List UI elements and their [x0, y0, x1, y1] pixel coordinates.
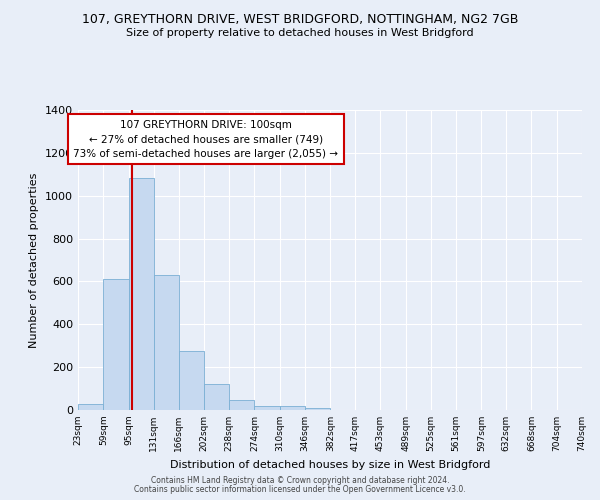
Text: 107 GREYTHORN DRIVE: 100sqm
← 27% of detached houses are smaller (749)
73% of se: 107 GREYTHORN DRIVE: 100sqm ← 27% of det…	[73, 120, 338, 159]
Bar	[280, 406, 305, 410]
Bar	[254, 406, 280, 410]
Text: Contains public sector information licensed under the Open Government Licence v3: Contains public sector information licen…	[134, 485, 466, 494]
Bar	[78, 404, 103, 410]
Bar	[229, 400, 254, 410]
Bar	[204, 384, 229, 410]
Y-axis label: Number of detached properties: Number of detached properties	[29, 172, 40, 348]
Text: Contains HM Land Registry data © Crown copyright and database right 2024.: Contains HM Land Registry data © Crown c…	[151, 476, 449, 485]
Bar	[128, 178, 154, 410]
Text: 107, GREYTHORN DRIVE, WEST BRIDGFORD, NOTTINGHAM, NG2 7GB: 107, GREYTHORN DRIVE, WEST BRIDGFORD, NO…	[82, 12, 518, 26]
Text: Size of property relative to detached houses in West Bridgford: Size of property relative to detached ho…	[126, 28, 474, 38]
X-axis label: Distribution of detached houses by size in West Bridgford: Distribution of detached houses by size …	[170, 460, 490, 469]
Bar	[103, 280, 128, 410]
Bar	[154, 275, 179, 410]
Bar	[179, 351, 204, 410]
Bar	[305, 408, 331, 410]
